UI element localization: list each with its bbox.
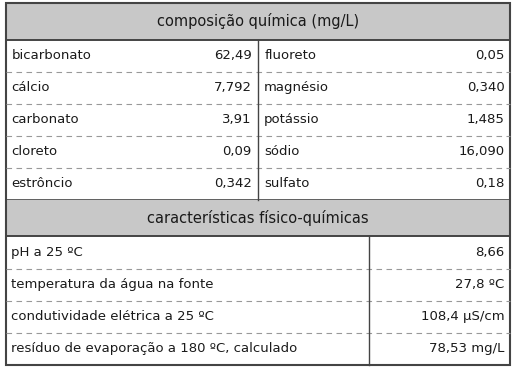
Text: 0,342: 0,342 (214, 177, 252, 190)
Text: resíduo de evaporação a 180 ºC, calculado: resíduo de evaporação a 180 ºC, calculad… (11, 342, 298, 355)
Bar (6, 104, 510, 136)
Text: 7,792: 7,792 (214, 81, 252, 94)
Text: bicarbonato: bicarbonato (11, 49, 91, 62)
Text: sódio: sódio (264, 145, 300, 158)
Bar (6, 236, 510, 365)
Text: carbonato: carbonato (11, 113, 79, 126)
Bar (6, 72, 510, 104)
Bar (6, 40, 510, 200)
Text: composição química (mg/L): composição química (mg/L) (157, 13, 359, 29)
Text: cálcio: cálcio (11, 81, 50, 94)
Text: cloreto: cloreto (11, 145, 57, 158)
Text: sulfato: sulfato (264, 177, 310, 190)
Bar (6, 301, 510, 333)
Bar (6, 236, 510, 269)
Bar (6, 136, 510, 168)
Text: 0,05: 0,05 (475, 49, 505, 62)
Bar (6, 3, 510, 40)
Text: 108,4 μS/cm: 108,4 μS/cm (421, 310, 505, 323)
Text: fluoreto: fluoreto (264, 49, 316, 62)
Text: 0,18: 0,18 (475, 177, 505, 190)
Text: pH a 25 ºC: pH a 25 ºC (11, 246, 83, 259)
Text: 3,91: 3,91 (222, 113, 252, 126)
Text: 62,49: 62,49 (214, 49, 252, 62)
Bar (6, 168, 510, 200)
Text: estrôncio: estrôncio (11, 177, 73, 190)
Text: condutividade elétrica a 25 ºC: condutividade elétrica a 25 ºC (11, 310, 214, 323)
Text: magnésio: magnésio (264, 81, 329, 94)
Text: 16,090: 16,090 (459, 145, 505, 158)
Bar (6, 40, 510, 72)
Text: potássio: potássio (264, 113, 320, 126)
Text: 0,340: 0,340 (467, 81, 505, 94)
Text: 78,53 mg/L: 78,53 mg/L (429, 342, 505, 355)
Text: 1,485: 1,485 (467, 113, 505, 126)
Text: 0,09: 0,09 (222, 145, 252, 158)
Text: 8,66: 8,66 (475, 246, 505, 259)
Text: 27,8 ºC: 27,8 ºC (456, 278, 505, 291)
Bar (6, 200, 510, 236)
Text: características físico-químicas: características físico-químicas (147, 210, 369, 226)
Bar (6, 269, 510, 301)
Text: temperatura da água na fonte: temperatura da água na fonte (11, 278, 214, 291)
Bar (6, 333, 510, 365)
